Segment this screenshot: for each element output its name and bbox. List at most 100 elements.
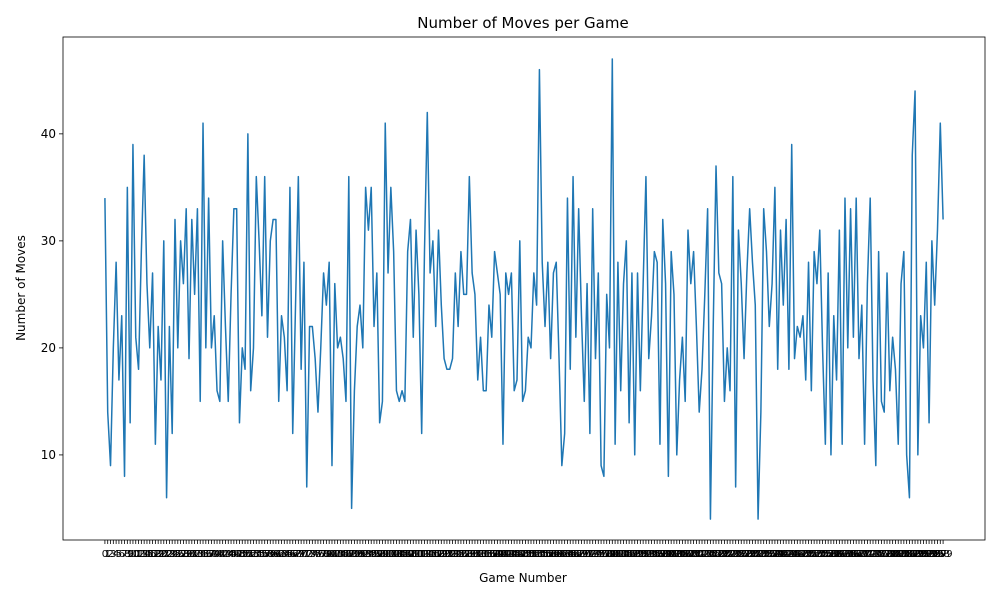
x-tick-label: 151 xyxy=(519,549,538,560)
x-tick-label: 175 xyxy=(586,549,605,560)
x-tick-label: 271 xyxy=(855,549,874,560)
x-tick-label: 130 xyxy=(460,549,479,560)
x-tick-label: 2 xyxy=(107,549,113,560)
x-tick-label: 281 xyxy=(883,549,902,560)
x-tick-label: 44 xyxy=(222,549,235,560)
x-tick-label: 96 xyxy=(368,549,381,560)
x-tick-label: 29 xyxy=(180,549,193,560)
x-tick-label: 24 xyxy=(166,549,179,560)
x-tick-label: 155 xyxy=(530,549,549,560)
x-tick-label: 103 xyxy=(384,549,403,560)
x-tick-label: 166 xyxy=(561,549,580,560)
x-tick-label: 172 xyxy=(578,549,597,560)
x-tick-label: 23 xyxy=(163,549,176,560)
x-tick-label: 165 xyxy=(558,549,577,560)
x-tick-label: 275 xyxy=(866,549,885,560)
x-tick-label: 188 xyxy=(622,549,641,560)
y-tick-label: 10 xyxy=(41,448,56,462)
x-tick-label: 33 xyxy=(191,549,204,560)
x-tick-label: 291 xyxy=(911,549,930,560)
x-tick-label: 66 xyxy=(284,549,297,560)
x-tick-label: 19 xyxy=(152,549,165,560)
x-tick-label: 58 xyxy=(261,549,274,560)
x-tick-label: 213 xyxy=(692,549,711,560)
x-tick-label: 21 xyxy=(157,549,170,560)
x-tick-label: 73 xyxy=(303,549,316,560)
x-tick-label: 270 xyxy=(852,549,871,560)
x-tick-label: 122 xyxy=(437,549,456,560)
data-line xyxy=(104,58,944,520)
x-tick-label: 150 xyxy=(516,549,535,560)
x-tick-label: 154 xyxy=(527,549,546,560)
x-tick-label: 124 xyxy=(443,549,462,560)
x-tick-label: 283 xyxy=(889,549,908,560)
x-tick-label: 243 xyxy=(777,549,796,560)
x-tick-label: 268 xyxy=(847,549,866,560)
x-tick-label: 111 xyxy=(407,549,426,560)
x-tick-label: 34 xyxy=(194,549,207,560)
x-tick-label: 62 xyxy=(272,549,285,560)
x-tick-label: 234 xyxy=(751,549,770,560)
x-tick-label: 255 xyxy=(810,549,829,560)
x-tick-label: 77 xyxy=(314,549,327,560)
x-tick-label: 148 xyxy=(510,549,529,560)
x-tick-label: 261 xyxy=(827,549,846,560)
x-tick-label: 238 xyxy=(763,549,782,560)
x-tick-label: 187 xyxy=(620,549,639,560)
x-tick-label: 295 xyxy=(922,549,941,560)
x-tick-label: 144 xyxy=(499,549,518,560)
x-tick-label: 247 xyxy=(788,549,807,560)
x-tick-label: 136 xyxy=(477,549,496,560)
x-tick-label: 64 xyxy=(278,549,291,560)
x-tick-label: 163 xyxy=(552,549,571,560)
x-tick-label: 171 xyxy=(575,549,594,560)
x-tick-label: 170 xyxy=(572,549,591,560)
x-tick-label: 299 xyxy=(934,549,953,560)
x-tick-label: 227 xyxy=(732,549,751,560)
x-tick-label: 186 xyxy=(617,549,636,560)
x-tick-label: 198 xyxy=(650,549,669,560)
x-tick-label: 161 xyxy=(547,549,566,560)
x-tick-label: 41 xyxy=(213,549,226,560)
x-tick-label: 72 xyxy=(300,549,313,560)
x-tick-label: 57 xyxy=(258,549,271,560)
x-tick-label: 132 xyxy=(465,549,484,560)
x-tick-label: 149 xyxy=(513,549,532,560)
x-tick-label: 94 xyxy=(362,549,375,560)
x-tick-label: 216 xyxy=(701,549,720,560)
x-tick-label: 262 xyxy=(830,549,849,560)
x-tick-label: 237 xyxy=(760,549,779,560)
x-tick-label: 0 xyxy=(102,549,108,560)
x-tick-label: 13 xyxy=(135,549,148,560)
x-tick-label: 202 xyxy=(662,549,681,560)
x-tick-label: 201 xyxy=(659,549,678,560)
x-tick-label: 288 xyxy=(903,549,922,560)
x-tick-label: 160 xyxy=(544,549,563,560)
x-tick-label: 162 xyxy=(549,549,568,560)
x-tick-label: 221 xyxy=(715,549,734,560)
x-tick-label: 219 xyxy=(709,549,728,560)
x-tick-label: 256 xyxy=(813,549,832,560)
x-tick-label: 67 xyxy=(286,549,299,560)
x-tick-label: 158 xyxy=(538,549,557,560)
x-tick-label: 16 xyxy=(143,549,156,560)
x-tick-label: 92 xyxy=(356,549,369,560)
x-tick-label: 116 xyxy=(421,549,440,560)
x-tick-label: 250 xyxy=(796,549,815,560)
x-tick-label: 95 xyxy=(365,549,378,560)
x-tick-label: 25 xyxy=(169,549,182,560)
x-tick-label: 152 xyxy=(521,549,540,560)
x-tick-label: 203 xyxy=(664,549,683,560)
x-tick-label: 46 xyxy=(227,549,240,560)
x-tick-label: 168 xyxy=(566,549,585,560)
x-tick-label: 207 xyxy=(676,549,695,560)
x-tick-label: 78 xyxy=(317,549,330,560)
x-tick-label: 131 xyxy=(463,549,482,560)
x-tick-label: 61 xyxy=(270,549,283,560)
x-tick-label: 106 xyxy=(393,549,412,560)
x-tick-label: 248 xyxy=(791,549,810,560)
x-tick-label: 181 xyxy=(603,549,622,560)
x-tick-label: 55 xyxy=(253,549,266,560)
x-tick-label: 242 xyxy=(774,549,793,560)
